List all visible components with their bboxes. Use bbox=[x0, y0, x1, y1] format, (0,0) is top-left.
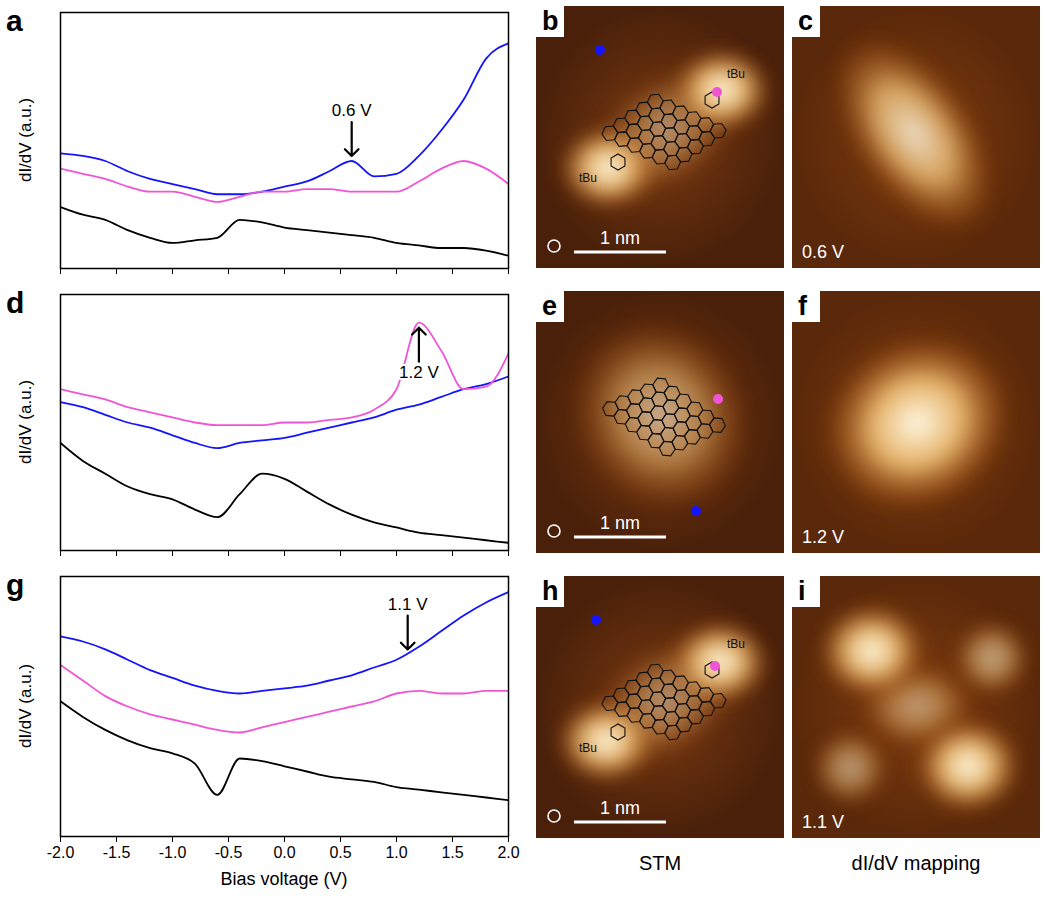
html-text:d: d bbox=[6, 286, 25, 319]
html-text:STM: STM bbox=[638, 852, 682, 874]
svg-text:tBu: tBu bbox=[579, 741, 597, 755]
svg-text:-0.5: -0.5 bbox=[215, 844, 243, 861]
svg-text:1.2 V: 1.2 V bbox=[399, 363, 439, 382]
svg-text:0.6 V: 0.6 V bbox=[802, 242, 844, 262]
svg-text:0.6 V: 0.6 V bbox=[332, 101, 372, 120]
svg-text:1 nm: 1 nm bbox=[600, 513, 640, 533]
svg-text:1 nm: 1 nm bbox=[600, 798, 640, 818]
svg-text:2.0: 2.0 bbox=[497, 844, 519, 861]
svg-text:i: i bbox=[798, 576, 806, 606]
svg-text:1.5: 1.5 bbox=[441, 844, 463, 861]
svg-text:tBu: tBu bbox=[579, 171, 597, 185]
svg-text:0.0: 0.0 bbox=[273, 844, 295, 861]
html-text:a: a bbox=[6, 4, 23, 37]
svg-text:1.0: 1.0 bbox=[385, 844, 407, 861]
svg-text:e: e bbox=[542, 291, 557, 321]
svg-text:f: f bbox=[798, 291, 808, 321]
svg-text:1 nm: 1 nm bbox=[600, 228, 640, 248]
svg-text:h: h bbox=[542, 576, 559, 606]
svg-text:-2.0: -2.0 bbox=[47, 844, 75, 861]
svg-text:tBu: tBu bbox=[727, 637, 745, 651]
svg-text:1.1 V: 1.1 V bbox=[388, 595, 428, 614]
html-text:dI/dV mapping: dI/dV mapping bbox=[851, 852, 981, 874]
svg-text:1.1 V: 1.1 V bbox=[802, 812, 844, 832]
svg-text:-1.0: -1.0 bbox=[159, 844, 187, 861]
svg-text:0.5: 0.5 bbox=[329, 844, 351, 861]
html-text:dI/dV (a.u.): dI/dV (a.u.) bbox=[16, 379, 35, 465]
svg-text:tBu: tBu bbox=[727, 67, 745, 81]
svg-text:c: c bbox=[798, 6, 813, 36]
html-text:dI/dV (a.u.): dI/dV (a.u.) bbox=[16, 97, 35, 183]
svg-text:-1.5: -1.5 bbox=[103, 844, 131, 861]
html-text:dI/dV (a.u.): dI/dV (a.u.) bbox=[16, 663, 35, 749]
svg-text:1.2 V: 1.2 V bbox=[802, 527, 844, 547]
html-text:Bias voltage (V): Bias voltage (V) bbox=[220, 869, 348, 889]
svg-text:b: b bbox=[542, 6, 559, 36]
html-text:g: g bbox=[6, 568, 25, 601]
